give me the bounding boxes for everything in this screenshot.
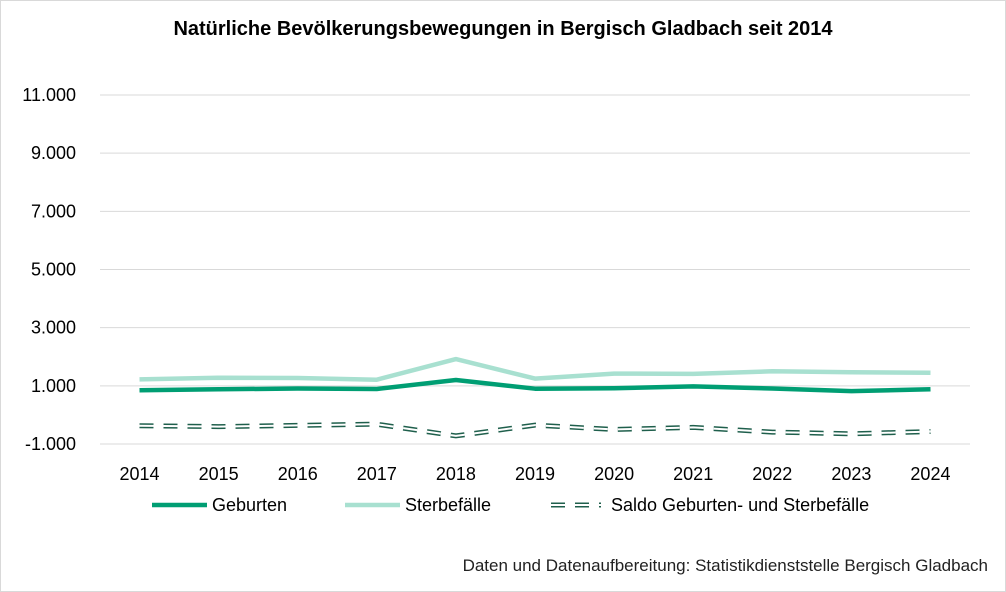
legend-label: Sterbefälle: [405, 495, 491, 515]
x-tick-label: 2024: [910, 464, 950, 484]
x-tick-label: 2020: [594, 464, 634, 484]
x-tick-label: 2022: [752, 464, 792, 484]
x-tick-label: 2023: [831, 464, 871, 484]
y-tick-label: -1.000: [25, 434, 76, 454]
legend: Geburten Sterbefälle Saldo Geburten- und S…: [152, 495, 869, 515]
y-tick-label: 1.000: [31, 376, 76, 396]
x-tick-label: 2014: [120, 464, 160, 484]
y-tick-label: 9.000: [31, 143, 76, 163]
series-lines: [139, 356, 931, 439]
y-tick-label: 7.000: [31, 201, 76, 221]
series-line-sterbefaelle: [139, 356, 931, 382]
y-tick-label: 3.000: [31, 318, 76, 338]
gridlines: [100, 94, 970, 445]
x-tick-label: 2018: [436, 464, 476, 484]
source-note: Daten und Datenaufbereitung: Statistikdi…: [462, 556, 988, 575]
legend-label: Saldo Geburten- und Sterbefälle: [611, 495, 869, 515]
x-axis-ticks: 2014 2015 2016 2017 2018 2019 2020 2021 2022 2023…: [120, 464, 951, 484]
x-tick-label: 2021: [673, 464, 713, 484]
chart-title: Natürliche Bevölkerungsbewegungen in Ber…: [173, 18, 833, 40]
y-tick-label: 11.000: [22, 85, 76, 105]
legend-label: Geburten: [212, 495, 287, 515]
y-tick-label: 5.000: [31, 260, 76, 280]
x-tick-label: 2015: [199, 464, 239, 484]
x-tick-label: 2019: [515, 464, 555, 484]
x-tick-label: 2016: [278, 464, 318, 484]
x-tick-label: 2017: [357, 464, 397, 484]
y-axis-ticks: 11.000 9.000 7.000 5.000 3.000 1.000 -1.000: [22, 85, 76, 454]
